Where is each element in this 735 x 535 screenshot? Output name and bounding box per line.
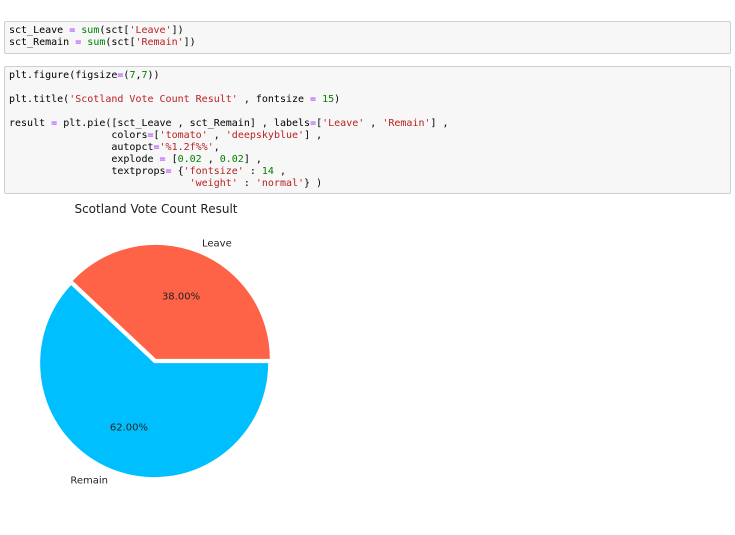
code-token: autopct [9, 142, 154, 153]
code-line: plt.title('Scotland Vote Count Result' ,… [9, 94, 726, 106]
code-token [9, 178, 190, 189]
code-token: 'fontsize' [183, 166, 244, 177]
code-token: plt.pie([sct_Leave , sct_Remain] , label… [57, 118, 311, 129]
code-token: ] , [243, 154, 262, 165]
code-token: { [171, 166, 184, 177]
code-token: 7 [141, 70, 148, 81]
pie-category-label: Remain [70, 476, 108, 487]
pie-slice-remain [40, 285, 269, 478]
code-token: } ) [304, 178, 323, 189]
code-editor[interactable]: sct_Leave = sum(sct['Leave']) sct_Remain … [9, 25, 726, 49]
code-token: 'Leave' [129, 25, 172, 36]
code-token: '%1.2f%%' [159, 142, 214, 153]
pie-category-label: Leave [202, 238, 232, 249]
code-token: = [75, 37, 82, 48]
code-token: , [207, 130, 226, 141]
code-token: 'Leave' [322, 118, 365, 129]
code-token: , [201, 154, 220, 165]
code-token: = [310, 118, 317, 129]
code-cell-2[interactable]: plt.figure(figsize=(7,7)) plt.title('Scot… [4, 66, 731, 194]
code-token: , fontsize [237, 94, 311, 105]
code-token: [ [165, 154, 178, 165]
code-token: sct_Remain [9, 37, 76, 48]
code-token: : [243, 166, 262, 177]
code-token: sct_Leave [9, 25, 70, 36]
code-token: ( [123, 70, 130, 81]
code-line [9, 82, 726, 94]
code-token: , [364, 118, 383, 129]
code-token: plt.title( [9, 94, 70, 105]
code-line: sct_Leave = sum(sct['Leave']) [9, 25, 726, 37]
code-token: 'weight' [189, 178, 238, 189]
code-line: 'weight' : 'normal'} ) [9, 178, 726, 190]
code-token: 7 [129, 70, 136, 81]
code-token: = [165, 166, 172, 177]
code-token: , [213, 142, 220, 153]
pie-slice-leave [72, 244, 270, 359]
code-token: textprops [9, 166, 166, 177]
code-token: 'normal' [255, 178, 305, 189]
code-line: autopct='%1.2f%%', [9, 142, 726, 154]
pie-percent-label: 38.00% [162, 291, 200, 302]
code-token: ) [334, 94, 341, 105]
code-token: ]) [171, 25, 184, 36]
code-token: [ [316, 118, 323, 129]
code-token: ] , [430, 118, 449, 129]
code-token: [ [153, 130, 160, 141]
code-token: = [153, 142, 160, 153]
chart-title: Scotland Vote Count Result [74, 202, 237, 216]
code-token: = [117, 70, 124, 81]
code-cell-1[interactable]: sct_Leave = sum(sct['Leave']) sct_Remain … [4, 21, 731, 54]
code-editor[interactable]: plt.figure(figsize=(7,7)) plt.title('Scot… [9, 70, 726, 190]
code-token: 'Scotland Vote Count Result' [69, 94, 238, 105]
code-token: = [147, 130, 154, 141]
code-token: = [310, 94, 317, 105]
code-token: 0.02 [177, 154, 202, 165]
code-token: , [273, 166, 286, 177]
pie-percent-label: 62.00% [110, 423, 148, 434]
code-token: explode [9, 154, 160, 165]
code-token: = [69, 25, 76, 36]
code-token: sum [87, 37, 106, 48]
code-token: 'tomato' [159, 130, 208, 141]
code-token: 15 [322, 94, 335, 105]
code-token: 0.02 [219, 154, 244, 165]
code-token: = [51, 118, 58, 129]
code-token: )) [147, 70, 160, 81]
code-token: (sct[ [105, 37, 136, 48]
cell-output: Scotland Vote Count Result 38.00% Leave 62… [0, 196, 735, 530]
code-line [9, 106, 726, 118]
code-line: result = plt.pie([sct_Leave , sct_Remain… [9, 118, 726, 130]
code-token: colors [9, 130, 148, 141]
pie-chart: Scotland Vote Count Result 38.00% Leave 62… [40, 202, 270, 487]
code-line: explode = [0.02 , 0.02] , [9, 154, 726, 166]
code-token: 'Remain' [135, 37, 184, 48]
code-token: ]) [183, 37, 196, 48]
code-line: plt.figure(figsize=(7,7)) [9, 70, 726, 82]
code-line: textprops= {'fontsize' : 14 , [9, 166, 726, 178]
code-token: = [159, 154, 166, 165]
code-token: , [135, 70, 142, 81]
code-token: plt.figure(figsize [9, 70, 118, 81]
code-line: colors=['tomato' , 'deepskyblue'] , [9, 130, 726, 142]
code-token: result [9, 118, 52, 129]
code-token: sum [81, 25, 100, 36]
code-token: 'deepskyblue' [225, 130, 305, 141]
code-token: ] , [304, 130, 323, 141]
code-token: (sct[ [99, 25, 130, 36]
code-line: sct_Remain = sum(sct['Remain']) [9, 37, 726, 49]
code-token: 'Remain' [382, 118, 431, 129]
code-token: : [237, 178, 256, 189]
code-token: 14 [261, 166, 274, 177]
